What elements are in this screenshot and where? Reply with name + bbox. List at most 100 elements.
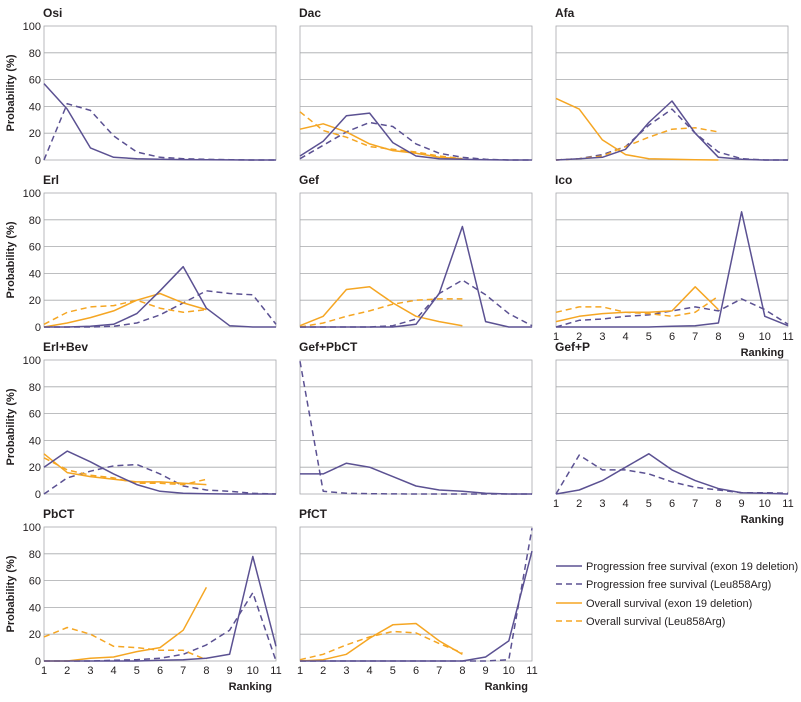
x-tick-label: 10 bbox=[503, 665, 515, 677]
x-tick-label: 4 bbox=[623, 331, 629, 343]
x-tick-label: 3 bbox=[599, 498, 605, 510]
y-tick-label: 40 bbox=[29, 101, 41, 113]
y-tick-label: 40 bbox=[29, 602, 41, 614]
series-line-os-ex19 bbox=[299, 622, 463, 662]
x-tick-label: 1 bbox=[553, 498, 559, 510]
x-tick-label: 10 bbox=[247, 665, 259, 677]
series-line-pfs-ex19 bbox=[44, 555, 277, 662]
panel-ico: Ico 1 2 3 4 5 6 7 8 9 10 11 Ranking bbox=[553, 173, 794, 359]
panel-title: Afa bbox=[555, 6, 575, 20]
legend: Progression free survival (exon 19 delet… bbox=[556, 561, 798, 628]
series-line-os-ex19 bbox=[555, 97, 719, 161]
y-tick-label: 100 bbox=[23, 188, 41, 200]
x-tick-label: 3 bbox=[87, 665, 93, 677]
x-axis-label: Ranking bbox=[485, 681, 528, 693]
y-tick-label: 80 bbox=[29, 549, 41, 561]
panel-title: PbCT bbox=[43, 507, 75, 521]
legend-label: Progression free survival (exon 19 delet… bbox=[586, 561, 798, 573]
x-tick-label: 10 bbox=[759, 331, 771, 343]
x-tick-label: 1 bbox=[41, 665, 47, 677]
x-tick-label: 8 bbox=[715, 498, 721, 510]
legend-label: Overall survival (Leu858Arg) bbox=[586, 616, 725, 628]
series-line-pfs-leu bbox=[555, 108, 788, 161]
x-tick-label: 6 bbox=[157, 665, 163, 677]
x-tick-label: 11 bbox=[782, 331, 793, 343]
panel-frame bbox=[555, 192, 789, 328]
y-axis-label: Probability (%) bbox=[5, 54, 17, 131]
y-axis-label: Probability (%) bbox=[5, 388, 17, 465]
y-tick-label: 0 bbox=[35, 155, 41, 167]
panel-title: Ico bbox=[555, 173, 572, 187]
x-tick-label: 4 bbox=[367, 665, 373, 677]
y-tick-label: 100 bbox=[23, 355, 41, 367]
x-tick-label: 6 bbox=[413, 665, 419, 677]
x-tick-label: 4 bbox=[623, 498, 629, 510]
panel-pbct: PbCT 0 20 40 60 80 100 Probability (%) 1 2 3 4 5 6 7 8 9… bbox=[5, 507, 282, 693]
x-tick-label: 11 bbox=[782, 498, 793, 510]
x-tick-label: 9 bbox=[739, 498, 745, 510]
x-tick-label: 9 bbox=[739, 331, 745, 343]
x-tick-label: 2 bbox=[576, 498, 582, 510]
series-line-pfs-ex19 bbox=[44, 265, 276, 328]
x-tick-label: 5 bbox=[646, 498, 652, 510]
panel-frame bbox=[299, 25, 533, 161]
series-line-pfs-ex19 bbox=[555, 453, 789, 495]
y-axis-label: Probability (%) bbox=[5, 555, 17, 632]
x-axis-label: Ranking bbox=[741, 347, 784, 359]
series-line-pfs-ex19 bbox=[300, 225, 532, 328]
x-axis-label: Ranking bbox=[229, 681, 272, 693]
y-tick-label: 40 bbox=[29, 435, 41, 447]
series-line-os-ex19 bbox=[43, 453, 207, 486]
panel-title: Osi bbox=[43, 6, 62, 20]
x-tick-label: 7 bbox=[692, 331, 698, 343]
x-tick-label: 7 bbox=[436, 665, 442, 677]
y-tick-label: 60 bbox=[29, 75, 41, 87]
y-tick-label: 20 bbox=[29, 462, 41, 474]
x-tick-label: 7 bbox=[180, 665, 186, 677]
x-tick-label: 2 bbox=[64, 665, 70, 677]
legend-label: Overall survival (exon 19 deletion) bbox=[586, 598, 752, 610]
series-line-os-ex19 bbox=[43, 292, 207, 328]
y-tick-label: 100 bbox=[23, 21, 41, 33]
series-line-pfs-ex19 bbox=[555, 100, 788, 161]
series-line-pfs-leu bbox=[44, 290, 277, 328]
y-axis-label: Probability (%) bbox=[5, 221, 17, 298]
panel-gef: Gef bbox=[299, 173, 533, 328]
x-tick-label: 5 bbox=[134, 665, 140, 677]
panel-afa: Afa bbox=[555, 6, 789, 161]
panel-gef-plus-pbct: Gef+PbCT bbox=[299, 340, 533, 495]
series-line-os-leu bbox=[299, 630, 463, 661]
panel-frame bbox=[555, 359, 789, 495]
series-line-pfs-ex19 bbox=[556, 211, 789, 328]
panel-frame bbox=[299, 526, 533, 662]
series-line-os-leu bbox=[43, 299, 207, 325]
panel-title: Gef bbox=[299, 173, 320, 187]
panel-frame bbox=[43, 526, 277, 662]
x-axis-label: Ranking bbox=[741, 514, 784, 526]
x-tick-label: 9 bbox=[483, 665, 489, 677]
series-line-pfs-ex19 bbox=[300, 550, 533, 662]
panel-title: Dac bbox=[299, 6, 321, 20]
panel-dac: Dac bbox=[299, 6, 533, 161]
y-tick-label: 0 bbox=[35, 489, 41, 501]
series-line-pfs-leu bbox=[300, 279, 533, 328]
x-tick-label: 3 bbox=[343, 665, 349, 677]
y-tick-label: 0 bbox=[35, 322, 41, 334]
x-tick-label: 6 bbox=[669, 331, 675, 343]
series-line-os-ex19 bbox=[299, 286, 463, 327]
y-tick-label: 60 bbox=[29, 242, 41, 254]
series-line-os-ex19 bbox=[299, 123, 463, 160]
y-tick-label: 80 bbox=[29, 382, 41, 394]
x-tick-label: 5 bbox=[646, 331, 652, 343]
series-line-pfs-ex19 bbox=[43, 450, 276, 495]
panel-erl: Erl 0 20 40 60 80 100 Probability (%) bbox=[5, 173, 277, 334]
legend-label: Progression free survival (Leu858Arg) bbox=[586, 579, 771, 591]
series-line-os-leu bbox=[299, 298, 463, 328]
panel-frame bbox=[43, 25, 277, 161]
panel-frame bbox=[299, 192, 533, 328]
y-tick-label: 80 bbox=[29, 215, 41, 227]
series-line-pfs-ex19 bbox=[300, 462, 532, 495]
x-tick-label: 1 bbox=[297, 665, 303, 677]
series-line-os-ex19 bbox=[555, 286, 719, 323]
